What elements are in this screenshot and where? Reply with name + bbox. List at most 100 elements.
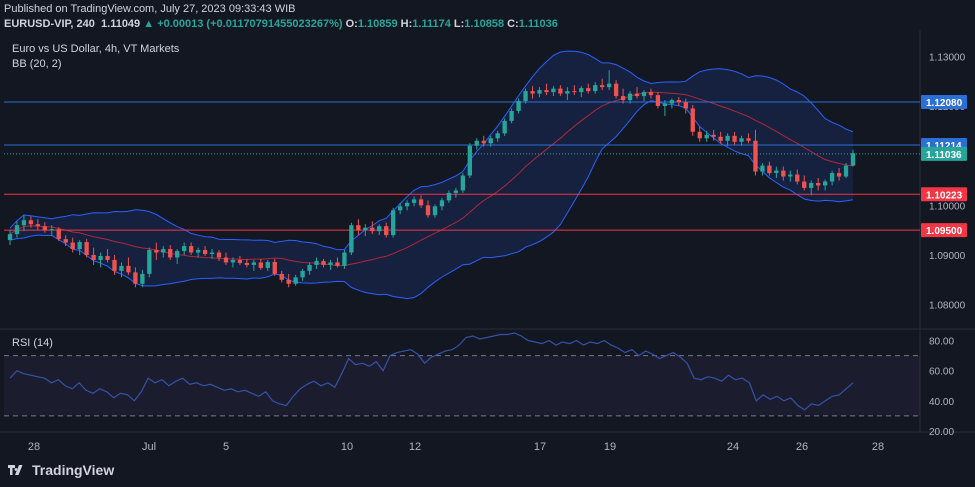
candle-body — [384, 226, 389, 236]
candle-body — [293, 277, 298, 284]
candle-body — [272, 261, 277, 274]
candle-body — [377, 226, 382, 232]
candle-body — [328, 262, 333, 265]
symbol[interactable]: EURUSD-VIP, 240 — [4, 18, 95, 30]
candle-body — [418, 199, 424, 206]
candle-body — [627, 93, 633, 101]
time-axis: 28 Jul 5 10 12 17 19 24 26 28 — [28, 441, 884, 453]
rsi-legend[interactable]: RSI (14) — [12, 337, 53, 349]
candle-body — [620, 96, 626, 101]
candle-body — [49, 229, 54, 231]
candle-body — [133, 272, 138, 284]
candle-body — [676, 100, 681, 103]
time-tick-label: 24 — [727, 441, 739, 453]
rsi-pane: 80.00 60.00 40.00 20.00 — [4, 332, 954, 438]
time-tick-label: 12 — [409, 441, 421, 453]
open-label: O: — [345, 18, 358, 30]
candle-body — [544, 90, 549, 93]
level-tag-0-bg — [921, 95, 967, 110]
candle-body — [711, 134, 716, 137]
candle-body — [77, 242, 82, 250]
candle-body — [523, 91, 528, 102]
candle-body — [558, 88, 563, 94]
low-value: 1.10858 — [464, 18, 505, 30]
candle-body — [342, 252, 347, 266]
candle-body — [356, 225, 361, 231]
candle-body — [593, 85, 598, 92]
level-tag-2-bg — [921, 187, 967, 202]
candle-body — [230, 259, 236, 263]
low-label: L: — [453, 18, 465, 30]
tradingview-brand[interactable]: TradingView — [8, 462, 114, 478]
price-tick-label: 1.09000 — [929, 251, 966, 262]
candle-body — [648, 92, 654, 96]
candle-body — [822, 181, 828, 186]
horizontal-levels — [4, 101, 920, 231]
candle-body — [397, 206, 403, 211]
candle-body — [760, 165, 765, 172]
candle-body — [690, 108, 695, 132]
level-tag-1: 1.11214 — [926, 141, 962, 152]
candle-body — [739, 138, 744, 142]
bollinger-bands — [9, 50, 854, 300]
brand-name: TradingView — [32, 462, 115, 478]
candle-body — [349, 225, 354, 253]
price-tick-label: 1.08000 — [929, 301, 966, 312]
candle-body — [781, 170, 786, 177]
candle-body — [140, 273, 145, 284]
candle-body — [579, 88, 584, 93]
candle-body — [767, 165, 772, 174]
candle-body — [188, 246, 194, 253]
candles — [7, 70, 856, 288]
candle-body — [788, 174, 793, 177]
price-chart[interactable]: 1.130001.120001.110001.100001.090001.080… — [0, 0, 975, 460]
candle-body — [279, 273, 284, 280]
series-legend[interactable]: Euro vs US Dollar, 4h, VT Markets — [12, 43, 180, 55]
candle-body — [182, 246, 187, 252]
up-triangle-icon: ▲ — [143, 18, 155, 30]
candle-body — [411, 199, 417, 203]
level-tag-2: 1.10223 — [926, 190, 963, 201]
candle-body — [669, 100, 675, 104]
candle-body — [363, 227, 368, 231]
candle-body — [704, 134, 709, 139]
candle-body — [565, 91, 570, 94]
candle-body — [161, 249, 166, 253]
band-fill — [10, 51, 853, 299]
candle-body — [7, 234, 13, 241]
candle-body — [14, 225, 20, 235]
candle-body — [168, 249, 173, 258]
close-value: 1.11036 — [518, 18, 558, 30]
candle-body — [537, 90, 542, 94]
candle-body — [84, 242, 89, 255]
candle-body — [286, 279, 291, 284]
candle-body — [300, 270, 305, 278]
candle-body — [655, 95, 661, 107]
time-tick-label: 5 — [223, 441, 229, 453]
rsi-tick-label: 60.00 — [929, 367, 954, 378]
price-tick-label: 1.10000 — [929, 201, 966, 212]
last-price-tag: 1.11036 — [926, 150, 962, 161]
candle-body — [718, 136, 723, 141]
price-change: +0.00013 (+0.0117079145502326​7%) — [157, 18, 343, 30]
candle-body — [488, 138, 493, 144]
candle-body — [481, 140, 486, 144]
candle-body — [70, 242, 75, 250]
candle-body — [453, 190, 459, 193]
candle-body — [836, 173, 842, 177]
candle-body — [223, 257, 229, 263]
candle-body — [425, 205, 431, 216]
candle-body — [774, 170, 779, 174]
candle-body — [237, 259, 243, 263]
rsi-band-fill — [4, 355, 920, 416]
candle-body — [460, 175, 466, 191]
last-price: 1.11049 — [101, 18, 141, 30]
candle-body — [495, 133, 500, 139]
rsi-tick-label: 40.00 — [929, 397, 954, 408]
candle-body — [843, 165, 849, 177]
candle-body — [28, 220, 34, 225]
bb-legend[interactable]: BB (20, 2) — [12, 58, 62, 70]
candle-body — [216, 252, 222, 258]
candle-body — [35, 224, 41, 227]
tradingview-logo-icon — [8, 465, 23, 475]
